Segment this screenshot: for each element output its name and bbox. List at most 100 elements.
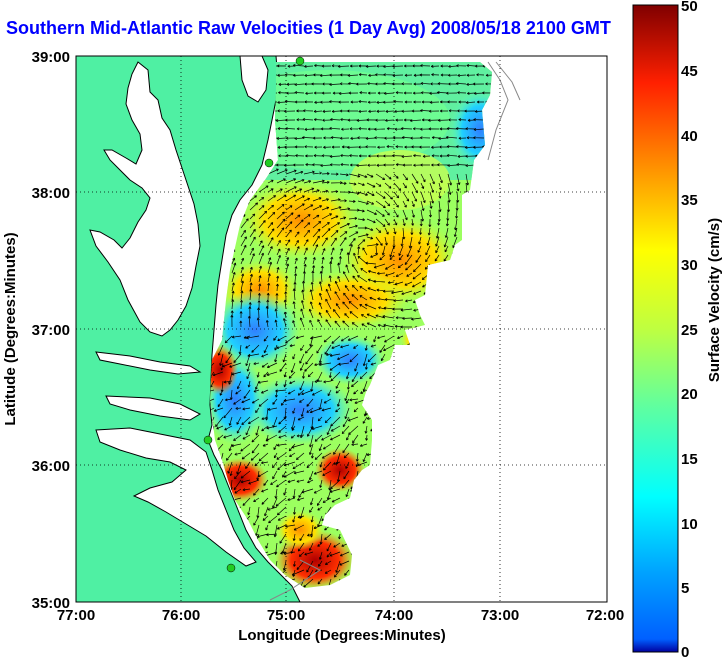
velocity-vector (339, 223, 350, 229)
velocity-vector (294, 195, 305, 202)
velocity-vector (347, 416, 359, 422)
station-marker (203, 435, 213, 445)
velocity-vector (312, 257, 316, 265)
velocity-vector (456, 182, 460, 192)
velocity-vector (357, 246, 361, 256)
velocity-vector (312, 163, 323, 167)
velocity-vector (420, 173, 426, 183)
velocity-vector (425, 254, 431, 263)
velocity-vector (428, 118, 440, 122)
river-inlet-2 (95, 351, 202, 375)
velocity-vector (321, 434, 332, 441)
velocity-vector (439, 127, 449, 131)
velocity-vector (234, 470, 242, 480)
velocity-vector (251, 398, 260, 404)
velocity-vector (296, 479, 305, 483)
x-tick-label: 72:00 (586, 607, 624, 624)
velocity-vector (261, 488, 269, 493)
velocity-vector (293, 73, 305, 77)
velocity-vector (233, 353, 242, 364)
velocity-vector (364, 335, 368, 341)
velocity-vector (312, 189, 320, 193)
velocity-vector (310, 524, 314, 538)
velocity-vector (419, 227, 423, 235)
velocity-vector (344, 389, 350, 401)
velocity-vector (352, 434, 359, 444)
velocity-vector (344, 313, 350, 319)
velocity-vector (384, 218, 390, 226)
velocity-vector (273, 524, 278, 538)
velocity-vector (303, 109, 314, 113)
velocity-vector (261, 416, 269, 420)
velocity-vector (258, 230, 264, 238)
y-tick-label: 38:00 (32, 185, 70, 202)
velocity-vector (393, 173, 399, 179)
velocity-vector (235, 406, 242, 410)
velocity-vector (323, 398, 332, 404)
velocity-vector (266, 292, 270, 301)
velocity-vector (292, 301, 296, 310)
velocity-vector (292, 353, 296, 360)
velocity-vector (231, 290, 235, 301)
velocity-vector (240, 280, 245, 292)
velocity-vector (413, 263, 422, 273)
velocity-vector (275, 119, 287, 123)
velocity-vector (355, 452, 359, 462)
velocity-vector (351, 294, 359, 301)
velocity-vector (375, 191, 386, 199)
velocity-vector (352, 275, 359, 283)
velocity-vector (309, 497, 314, 506)
velocity-vector (241, 398, 251, 404)
velocity-vector (311, 127, 322, 131)
velocity-vector (385, 118, 395, 122)
velocity-vector (318, 281, 323, 292)
velocity-vector (247, 353, 260, 358)
velocity-vector (267, 168, 279, 175)
velocity-vector (275, 283, 279, 292)
velocity-vector (330, 237, 337, 247)
velocity-vector (398, 254, 404, 261)
velocity-vector (348, 173, 361, 178)
velocity-vector (395, 272, 404, 277)
velocity-vector (277, 515, 287, 521)
velocity-vector (446, 145, 458, 149)
velocity-vector (313, 118, 323, 122)
velocity-vector (412, 91, 422, 95)
velocity-vector (384, 200, 391, 207)
velocity-vector (425, 245, 431, 256)
velocity-vector (243, 335, 251, 339)
velocity-vector (366, 191, 375, 196)
velocity-vector (430, 82, 440, 86)
velocity-vector (402, 316, 413, 320)
velocity-vector (340, 335, 350, 342)
velocity-vector (246, 371, 251, 380)
velocity-vector (447, 191, 451, 203)
velocity-vector (412, 64, 422, 68)
velocity-vector (265, 305, 269, 319)
velocity-vector (384, 335, 395, 343)
velocity-vector (342, 320, 350, 328)
velocity-vector (289, 452, 296, 458)
velocity-vector (299, 398, 305, 403)
velocity-vector (318, 353, 323, 364)
velocity-vector (240, 266, 244, 274)
velocity-vector (276, 211, 285, 220)
velocity-vector (330, 136, 341, 140)
velocity-vector (313, 73, 323, 77)
velocity-vector (406, 272, 413, 277)
velocity-vector (384, 136, 395, 140)
velocity-vector (365, 434, 369, 441)
velocity-vector (410, 227, 414, 235)
velocity-vector (267, 211, 276, 220)
velocity-vector (435, 245, 440, 254)
velocity-vector (330, 416, 341, 427)
colorbar-tick-label: 40 (681, 128, 698, 145)
velocity-vector (365, 136, 377, 140)
velocity-vector (401, 155, 413, 159)
velocity-vector (395, 145, 404, 149)
velocity-vector (342, 301, 350, 310)
velocity-vector (392, 136, 404, 140)
velocity-vector (431, 73, 440, 77)
velocity-vector (439, 154, 448, 158)
velocity-vector (311, 82, 323, 86)
